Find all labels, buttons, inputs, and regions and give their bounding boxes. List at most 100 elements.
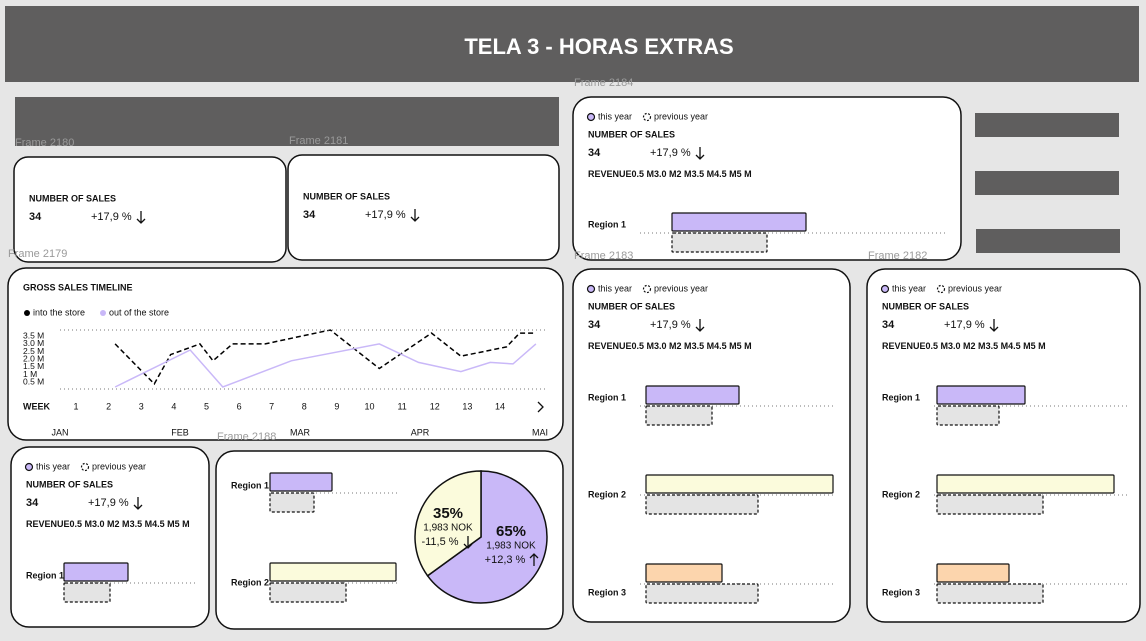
x-tick-label: 9	[334, 401, 339, 411]
trend-arrow	[133, 497, 143, 510]
card	[572, 268, 851, 623]
series-line	[114, 329, 536, 386]
revenue-scale: 5 M	[737, 169, 752, 179]
revenue-scale: 3.5 M	[986, 341, 1009, 351]
region-bar	[671, 212, 807, 232]
slice-amount: 1,983 NOK	[486, 541, 536, 552]
revenue-scale: 3.0 M	[948, 341, 971, 351]
revenue-scale: 3.5 M	[692, 341, 715, 351]
legend-label: previous year	[654, 111, 708, 121]
region-bar	[645, 385, 740, 405]
kpi-label: NUMBER OF SALES	[303, 191, 390, 201]
x-tick-label: 4	[171, 401, 176, 411]
legend-label: this year	[598, 111, 632, 121]
revenue-scale: 0.5 M	[632, 341, 655, 351]
revenue-scale: 4.5 M	[1008, 341, 1031, 351]
revenue-scale: 5 M	[737, 341, 752, 351]
frame-label: Frame 2182	[868, 250, 927, 262]
kpi-label: NUMBER OF SALES	[588, 301, 675, 311]
legend-swatch	[80, 462, 90, 472]
x-tick-label: 6	[237, 401, 242, 411]
region-label: Region 3	[588, 587, 626, 597]
revenue-scale: 3.0 M	[654, 341, 677, 351]
pie-slice	[414, 470, 482, 577]
region-label: Region 1	[26, 570, 64, 580]
placeholder	[975, 113, 1119, 137]
region-bar	[269, 472, 333, 492]
frame-label: Frame 2179	[8, 248, 67, 260]
region-label: Region 2	[588, 489, 626, 499]
trend-arrow	[989, 319, 999, 332]
card	[7, 267, 564, 441]
y-tick-label: 3.5 M	[23, 330, 44, 340]
region-bar	[671, 232, 768, 253]
x-tick-label: 5	[204, 401, 209, 411]
region-label: Region 1	[231, 480, 269, 490]
revenue-scale: 4.5 M	[714, 169, 737, 179]
slice-change: +12,3 %	[485, 554, 526, 566]
revenue-row: REVENUE0.5 M3.0 M2 M3.5 M4.5 M5 M	[588, 169, 752, 179]
kpi-label: NUMBER OF SALES	[588, 129, 675, 139]
region-bar	[936, 385, 1026, 405]
legend-label: this year	[598, 283, 632, 293]
pie-slice	[426, 470, 548, 604]
placeholder	[15, 97, 559, 146]
region-bar	[645, 494, 759, 515]
month-label: MAR	[290, 427, 311, 437]
x-tick-label: 7	[269, 401, 274, 411]
x-axis-label: WEEK	[23, 401, 51, 411]
kpi-label: NUMBER OF SALES	[26, 479, 113, 489]
legend-label: this year	[892, 283, 926, 293]
frame-label: Frame 2180	[15, 137, 74, 149]
region-label: Region 3	[882, 587, 920, 597]
frame-label: Frame 2181	[289, 135, 348, 147]
legend-swatch	[880, 284, 890, 294]
legend-swatch	[586, 112, 596, 122]
placeholder	[975, 171, 1119, 195]
next-icon[interactable]	[537, 401, 544, 413]
region-bar	[936, 563, 1010, 583]
x-tick-label: 14	[495, 401, 505, 411]
kpi-value: 34	[303, 209, 316, 221]
region-bar	[63, 562, 129, 582]
kpi-change: +17,9 %	[88, 497, 129, 509]
kpi-value: 34	[29, 211, 42, 223]
legend-swatch	[936, 284, 946, 294]
region-bar	[63, 582, 111, 603]
trend-arrow	[529, 553, 539, 566]
region-bar	[645, 405, 713, 426]
region-bar	[269, 582, 347, 603]
region-bar	[269, 492, 315, 513]
kpi-change: +17,9 %	[91, 211, 132, 223]
x-tick-label: 12	[430, 401, 440, 411]
revenue-scale: 2 M	[677, 341, 692, 351]
x-tick-label: 3	[139, 401, 144, 411]
x-tick-label: 10	[365, 401, 375, 411]
trend-arrow	[695, 147, 705, 160]
revenue-scale: 5 M	[1031, 341, 1046, 351]
legend-label: out of the store	[109, 307, 169, 317]
region-bar	[936, 405, 1000, 426]
revenue-scale: 3.5 M	[130, 519, 153, 529]
slice-percent: 35%	[433, 505, 463, 522]
legend-label: previous year	[654, 283, 708, 293]
revenue-scale: 3.0 M	[654, 169, 677, 179]
month-label: APR	[411, 427, 430, 437]
kpi-value: 34	[26, 497, 39, 509]
y-tick-label: 2.0 M	[23, 354, 44, 364]
revenue-scale: 5 M	[175, 519, 190, 529]
legend-swatch	[24, 462, 34, 472]
y-tick-label: 0.5 M	[23, 377, 44, 387]
kpi-change: +17,9 %	[650, 319, 691, 331]
revenue-scale: 4.5 M	[152, 519, 175, 529]
region-label: Region 2	[882, 489, 920, 499]
legend-swatch	[642, 112, 652, 122]
region-bar	[645, 583, 759, 604]
legend-label: previous year	[92, 461, 146, 471]
x-tick-label: 11	[397, 401, 406, 411]
card	[10, 446, 210, 628]
kpi-label: NUMBER OF SALES	[29, 193, 116, 203]
revenue-scale: 0.5 M	[70, 519, 93, 529]
region-label: Region 1	[588, 392, 626, 402]
